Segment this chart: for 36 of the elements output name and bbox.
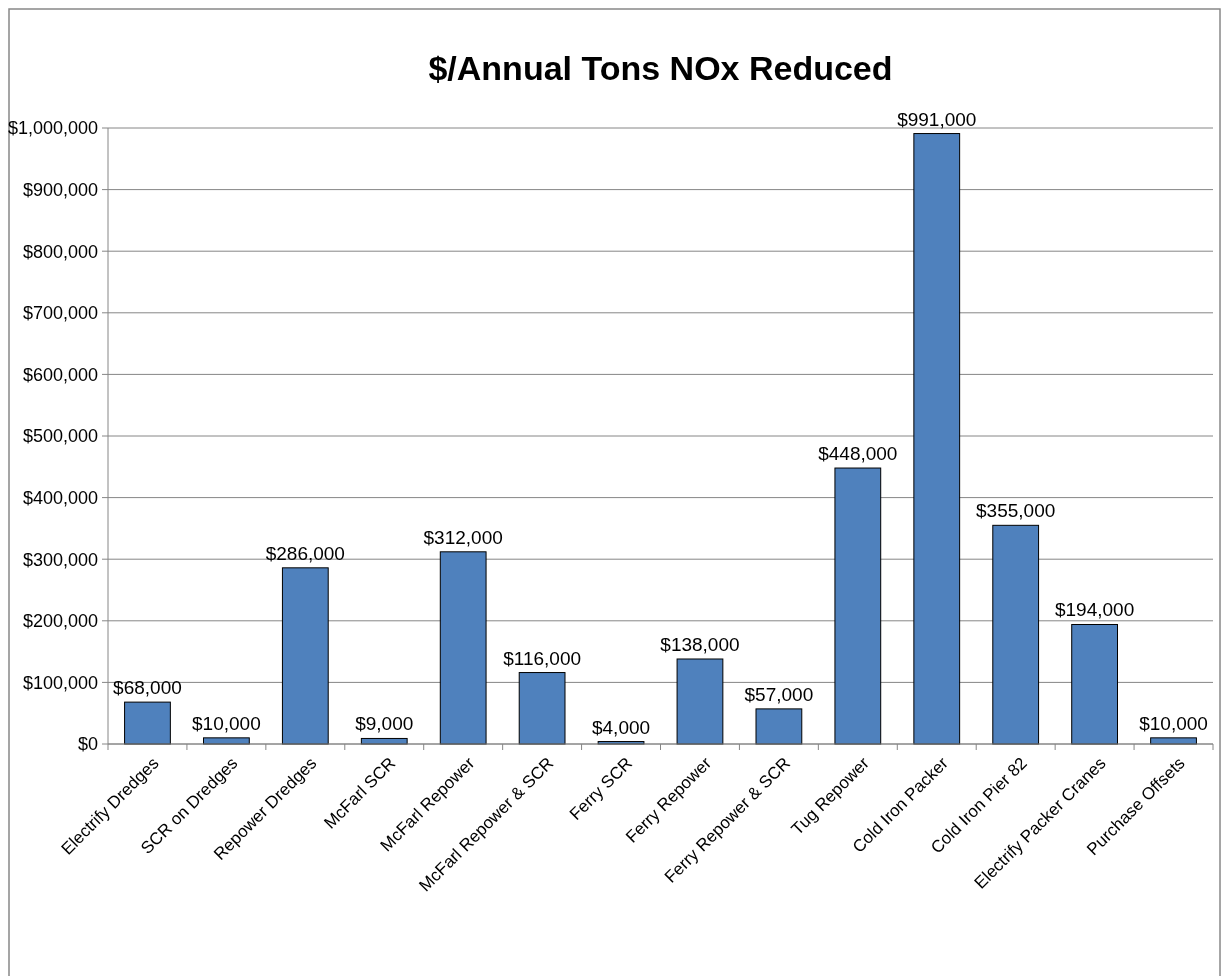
data-label: $9,000 xyxy=(355,713,414,735)
bar xyxy=(913,133,961,745)
data-label: $448,000 xyxy=(818,443,898,465)
bar xyxy=(755,708,803,745)
bar xyxy=(518,672,566,745)
data-label: $4,000 xyxy=(591,716,651,738)
data-label: $10,000 xyxy=(1139,712,1208,734)
y-tick-label: $0 xyxy=(77,734,98,755)
bar xyxy=(1071,624,1118,745)
data-label: $194,000 xyxy=(1054,599,1135,621)
bar xyxy=(281,567,329,745)
data-label: $355,000 xyxy=(976,500,1056,522)
y-tick-label: $900,000 xyxy=(22,179,98,200)
y-tick-label: $500,000 xyxy=(22,426,98,447)
bar xyxy=(992,524,1040,745)
y-tick-label: $700,000 xyxy=(22,303,98,324)
data-label: $116,000 xyxy=(503,647,582,669)
chart-title: $/Annual Tons NOx Reduced xyxy=(428,49,893,87)
y-tick-label: $100,000 xyxy=(22,672,98,693)
data-label: $10,000 xyxy=(192,712,261,734)
y-tick-label: $400,000 xyxy=(22,487,98,508)
bar xyxy=(439,551,487,745)
y-tick-label: $600,000 xyxy=(22,364,98,385)
y-tick-label: $300,000 xyxy=(22,549,98,570)
data-label: $57,000 xyxy=(744,683,814,705)
y-tick-label: $800,000 xyxy=(22,241,98,262)
data-label: $286,000 xyxy=(265,542,345,564)
bar xyxy=(676,658,724,745)
bar xyxy=(124,701,171,745)
data-label: $312,000 xyxy=(423,526,503,548)
data-label: $138,000 xyxy=(660,633,740,655)
y-tick-label: $1,000,000 xyxy=(7,118,98,139)
bar xyxy=(834,467,882,745)
data-label: $68,000 xyxy=(113,677,182,699)
data-label: $991,000 xyxy=(897,108,977,130)
y-tick-label: $200,000 xyxy=(22,611,98,632)
